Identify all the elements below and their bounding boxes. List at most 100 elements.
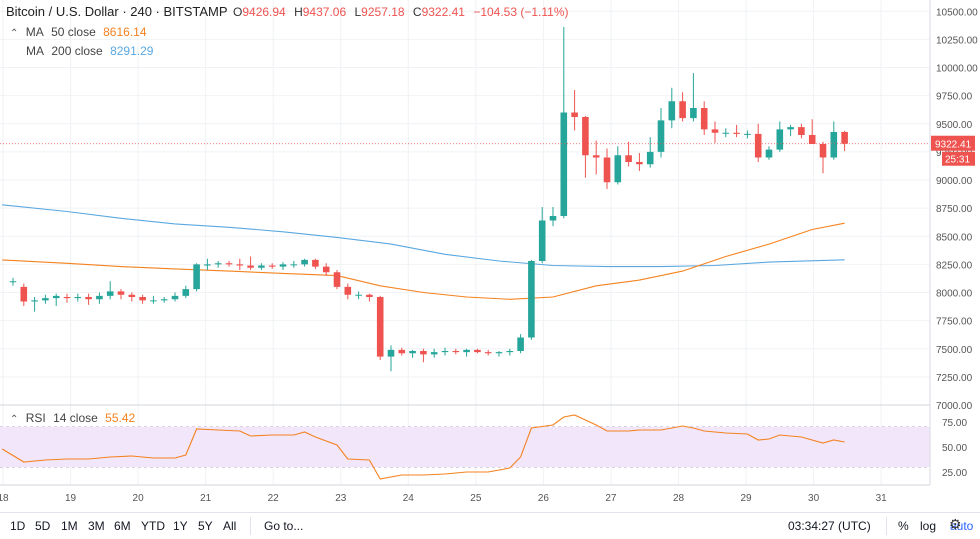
time-tick-label: 22 (268, 493, 280, 504)
candle-body (85, 297, 92, 300)
ma200-value: 8291.29 (110, 44, 154, 58)
log-toggle[interactable]: log (920, 519, 937, 533)
candle-body (754, 133, 762, 158)
rsi-band (0, 427, 930, 467)
candle-body (355, 294, 362, 296)
time-tick-label: 21 (200, 493, 212, 504)
collapse-chevron-icon[interactable]: ⌃ (10, 28, 19, 39)
price-axis-bg (930, 0, 980, 512)
price-tick-label: 9000.00 (936, 176, 973, 187)
ma200-legend[interactable]: MA 200 close 8291.29 (26, 44, 157, 58)
time-tick-label: 27 (605, 493, 617, 504)
time-tick-label: 25 (470, 493, 482, 504)
candle-body (528, 261, 535, 338)
ma50-name: MA (25, 25, 44, 39)
candle-body (560, 112, 568, 216)
candle-body (117, 291, 125, 295)
time-tick-label: 19 (65, 493, 77, 504)
candle-body (387, 349, 395, 357)
candle-body (668, 101, 676, 121)
ma50-legend[interactable]: ⌃ MA 50 close 8616.14 (10, 25, 151, 39)
price-axis[interactable]: 10500.0010250.0010000.009750.009500.0092… (929, 0, 980, 512)
candle-body (301, 259, 308, 265)
timeframe-6m[interactable]: 6M (114, 519, 131, 533)
candle-body (722, 132, 730, 134)
candle-body (74, 297, 82, 299)
rsi-legend[interactable]: ⌃ RSI 14 close 55.42 (10, 411, 139, 425)
timeframe-3m[interactable]: 3M (88, 519, 105, 533)
rsi-line (1, 414, 845, 480)
candle-body (571, 112, 578, 117)
time-tick-label: 24 (403, 493, 415, 504)
price-tick-label: 7500.00 (936, 345, 973, 356)
candle-body (150, 300, 157, 302)
candle-body (9, 281, 17, 283)
last-price-label: 9322.41 (935, 140, 972, 151)
percent-toggle[interactable]: % (898, 519, 909, 533)
candle-body (463, 349, 470, 353)
timeframe-1m[interactable]: 1M (61, 519, 78, 533)
timeframe-all[interactable]: All (223, 519, 237, 533)
candle-body (322, 266, 330, 273)
time-tick-label: 20 (133, 493, 145, 504)
price-tick-label: 8250.00 (936, 260, 973, 271)
auto-toggle[interactable]: auto (950, 519, 974, 533)
ma50-series (2, 222, 845, 300)
candle-body (646, 151, 654, 165)
toolbar-divider (250, 517, 251, 535)
candle-body (819, 144, 827, 158)
timeframe-5y[interactable]: 5Y (198, 519, 213, 533)
ma200-series (2, 204, 845, 268)
price-tick-label: 10250.00 (936, 35, 978, 46)
candle-body (582, 117, 589, 156)
rsi-params: 14 close (53, 411, 98, 425)
candle-body (808, 135, 816, 144)
candle-body (441, 351, 449, 353)
ohlc-values: O9426.94 H9437.06 L9257.18 C9322.41 −104… (233, 5, 574, 19)
pane-separators (0, 404, 980, 486)
ma200-name: MA (26, 44, 44, 58)
time-tick-label: 30 (808, 493, 820, 504)
price-tick-label: 8500.00 (936, 232, 973, 243)
candle-body (625, 155, 632, 162)
ma200-line (2, 204, 845, 268)
settings-gear-icon[interactable]: ⚙ (949, 516, 962, 532)
candle-body (474, 349, 481, 353)
candle-body (452, 351, 460, 353)
candle-body (171, 295, 179, 300)
timeframe-1y[interactable]: 1Y (173, 519, 188, 533)
collapse-chevron-icon[interactable]: ⌃ (10, 414, 19, 425)
last-price-label-bg (931, 135, 975, 151)
low-value: 9257.18 (361, 5, 405, 19)
candle-body (214, 263, 222, 265)
candle-body (225, 263, 233, 265)
rsi-axis[interactable]: 75.00 50.00 25.00 (942, 418, 967, 479)
price-tick-label: 10000.00 (936, 64, 978, 75)
candle-body (128, 294, 136, 297)
ma50-params: 50 close (51, 25, 96, 39)
rsi-tick-label: 75.00 (942, 418, 967, 429)
chart-canvas: 10500.00 10250.00 10000.00 9750.00 9500.00 92… (0, 0, 980, 512)
ma200-params: 200 close (51, 44, 103, 58)
high-label: H (294, 5, 303, 19)
timeframe-1d[interactable]: 1D (10, 519, 26, 533)
goto-button[interactable]: Go to... (264, 519, 304, 533)
candle-body (42, 298, 49, 301)
time-axis[interactable]: 18 19 20 21 22 23 24 25 26 27 28 29 30 31 (0, 493, 887, 504)
clock[interactable]: 03:34:27 (UTC) (788, 519, 871, 533)
candle-body (733, 132, 740, 134)
timeframe-5d[interactable]: 5D (35, 519, 51, 533)
rsi-name: RSI (25, 411, 46, 425)
candle-body (204, 264, 211, 266)
candle-body (398, 349, 406, 354)
candle-body (679, 101, 686, 119)
symbol-title[interactable]: Bitcoin / U.S. Dollar · 240 · BITSTAMP (6, 4, 228, 19)
candle-body (96, 295, 103, 300)
price-tick-label: 10500.00 (936, 7, 978, 18)
grid (0, 0, 930, 485)
candle-body (495, 352, 503, 354)
price-tick-label: 7750.00 (936, 317, 973, 328)
candle-body (798, 127, 805, 135)
candle-body (484, 352, 492, 354)
timeframe-ytd[interactable]: YTD (141, 519, 165, 533)
